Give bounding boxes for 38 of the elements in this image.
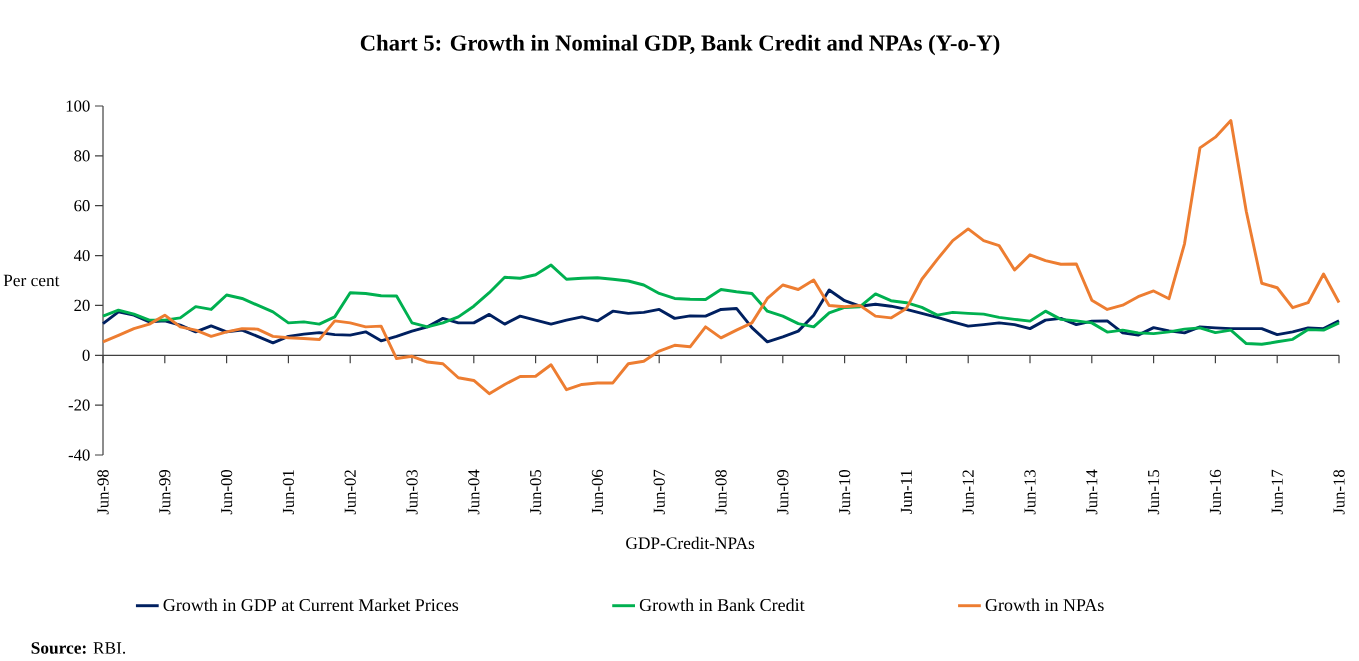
y-tick-label: 0 bbox=[82, 349, 90, 361]
x-tick-label: Jun-15 bbox=[1148, 469, 1160, 515]
y-tick-label: 40 bbox=[73, 249, 90, 262]
x-tick-label: Jun-09 bbox=[777, 470, 789, 515]
x-tick-label: Jun-07 bbox=[653, 469, 665, 515]
x-tick-label: Jun-16 bbox=[1209, 469, 1221, 515]
x-tick-label: Jun-18 bbox=[1333, 469, 1345, 515]
x-tick-label: Jun-05 bbox=[529, 469, 542, 515]
x-tick-label: Jun-00 bbox=[220, 469, 233, 515]
x-tick-label: Jun-02 bbox=[344, 470, 356, 515]
y-tick-label: 60 bbox=[74, 200, 90, 212]
x-tick-label: Jun-06 bbox=[591, 469, 604, 515]
x-tick-label: Jun-10 bbox=[838, 469, 851, 515]
x-tick-label: Jun-13 bbox=[1024, 469, 1036, 515]
y-tick-label: 80 bbox=[74, 150, 90, 162]
x-tick-label: Jun-12 bbox=[962, 470, 974, 515]
y-tick-label: 20 bbox=[74, 299, 90, 312]
y-tick-label: 100 bbox=[66, 100, 90, 112]
x-tick-label: Jun-98 bbox=[97, 469, 109, 515]
y-tick-label: -40 bbox=[68, 449, 90, 461]
x-tick-label: Jun-17 bbox=[1271, 469, 1283, 515]
x-tick-label: Jun-14 bbox=[1086, 469, 1098, 515]
x-tick-label: Jun-99 bbox=[159, 470, 171, 515]
legend-label: Growth in GDP at Current Market Prices bbox=[163, 598, 459, 612]
text: Source: RBI. bbox=[31, 642, 126, 654]
x-tick-label: Jun-04 bbox=[468, 469, 480, 515]
line-series bbox=[101, 118, 1341, 396]
x-tick-label: Jun-11 bbox=[900, 470, 912, 514]
chart-title: Chart 5: Growth in Nominal GDP, Bank Credit and NPAs (Y-o-Y) bbox=[360, 34, 1000, 56]
legend-label: Growth in NPAs bbox=[985, 598, 1104, 612]
x-tick-label: Jun-03 bbox=[406, 469, 418, 515]
x-axis-title: GDP-Credit-NPAs bbox=[626, 536, 755, 550]
y-axis-title: Per cent bbox=[3, 274, 60, 287]
y-tick-label: -20 bbox=[68, 399, 90, 411]
x-tick-label: Jun-01 bbox=[282, 470, 295, 515]
legend-label: Growth in Bank Credit bbox=[639, 598, 805, 612]
x-tick-label: Jun-08 bbox=[715, 469, 727, 515]
line-series bbox=[101, 263, 1341, 346]
